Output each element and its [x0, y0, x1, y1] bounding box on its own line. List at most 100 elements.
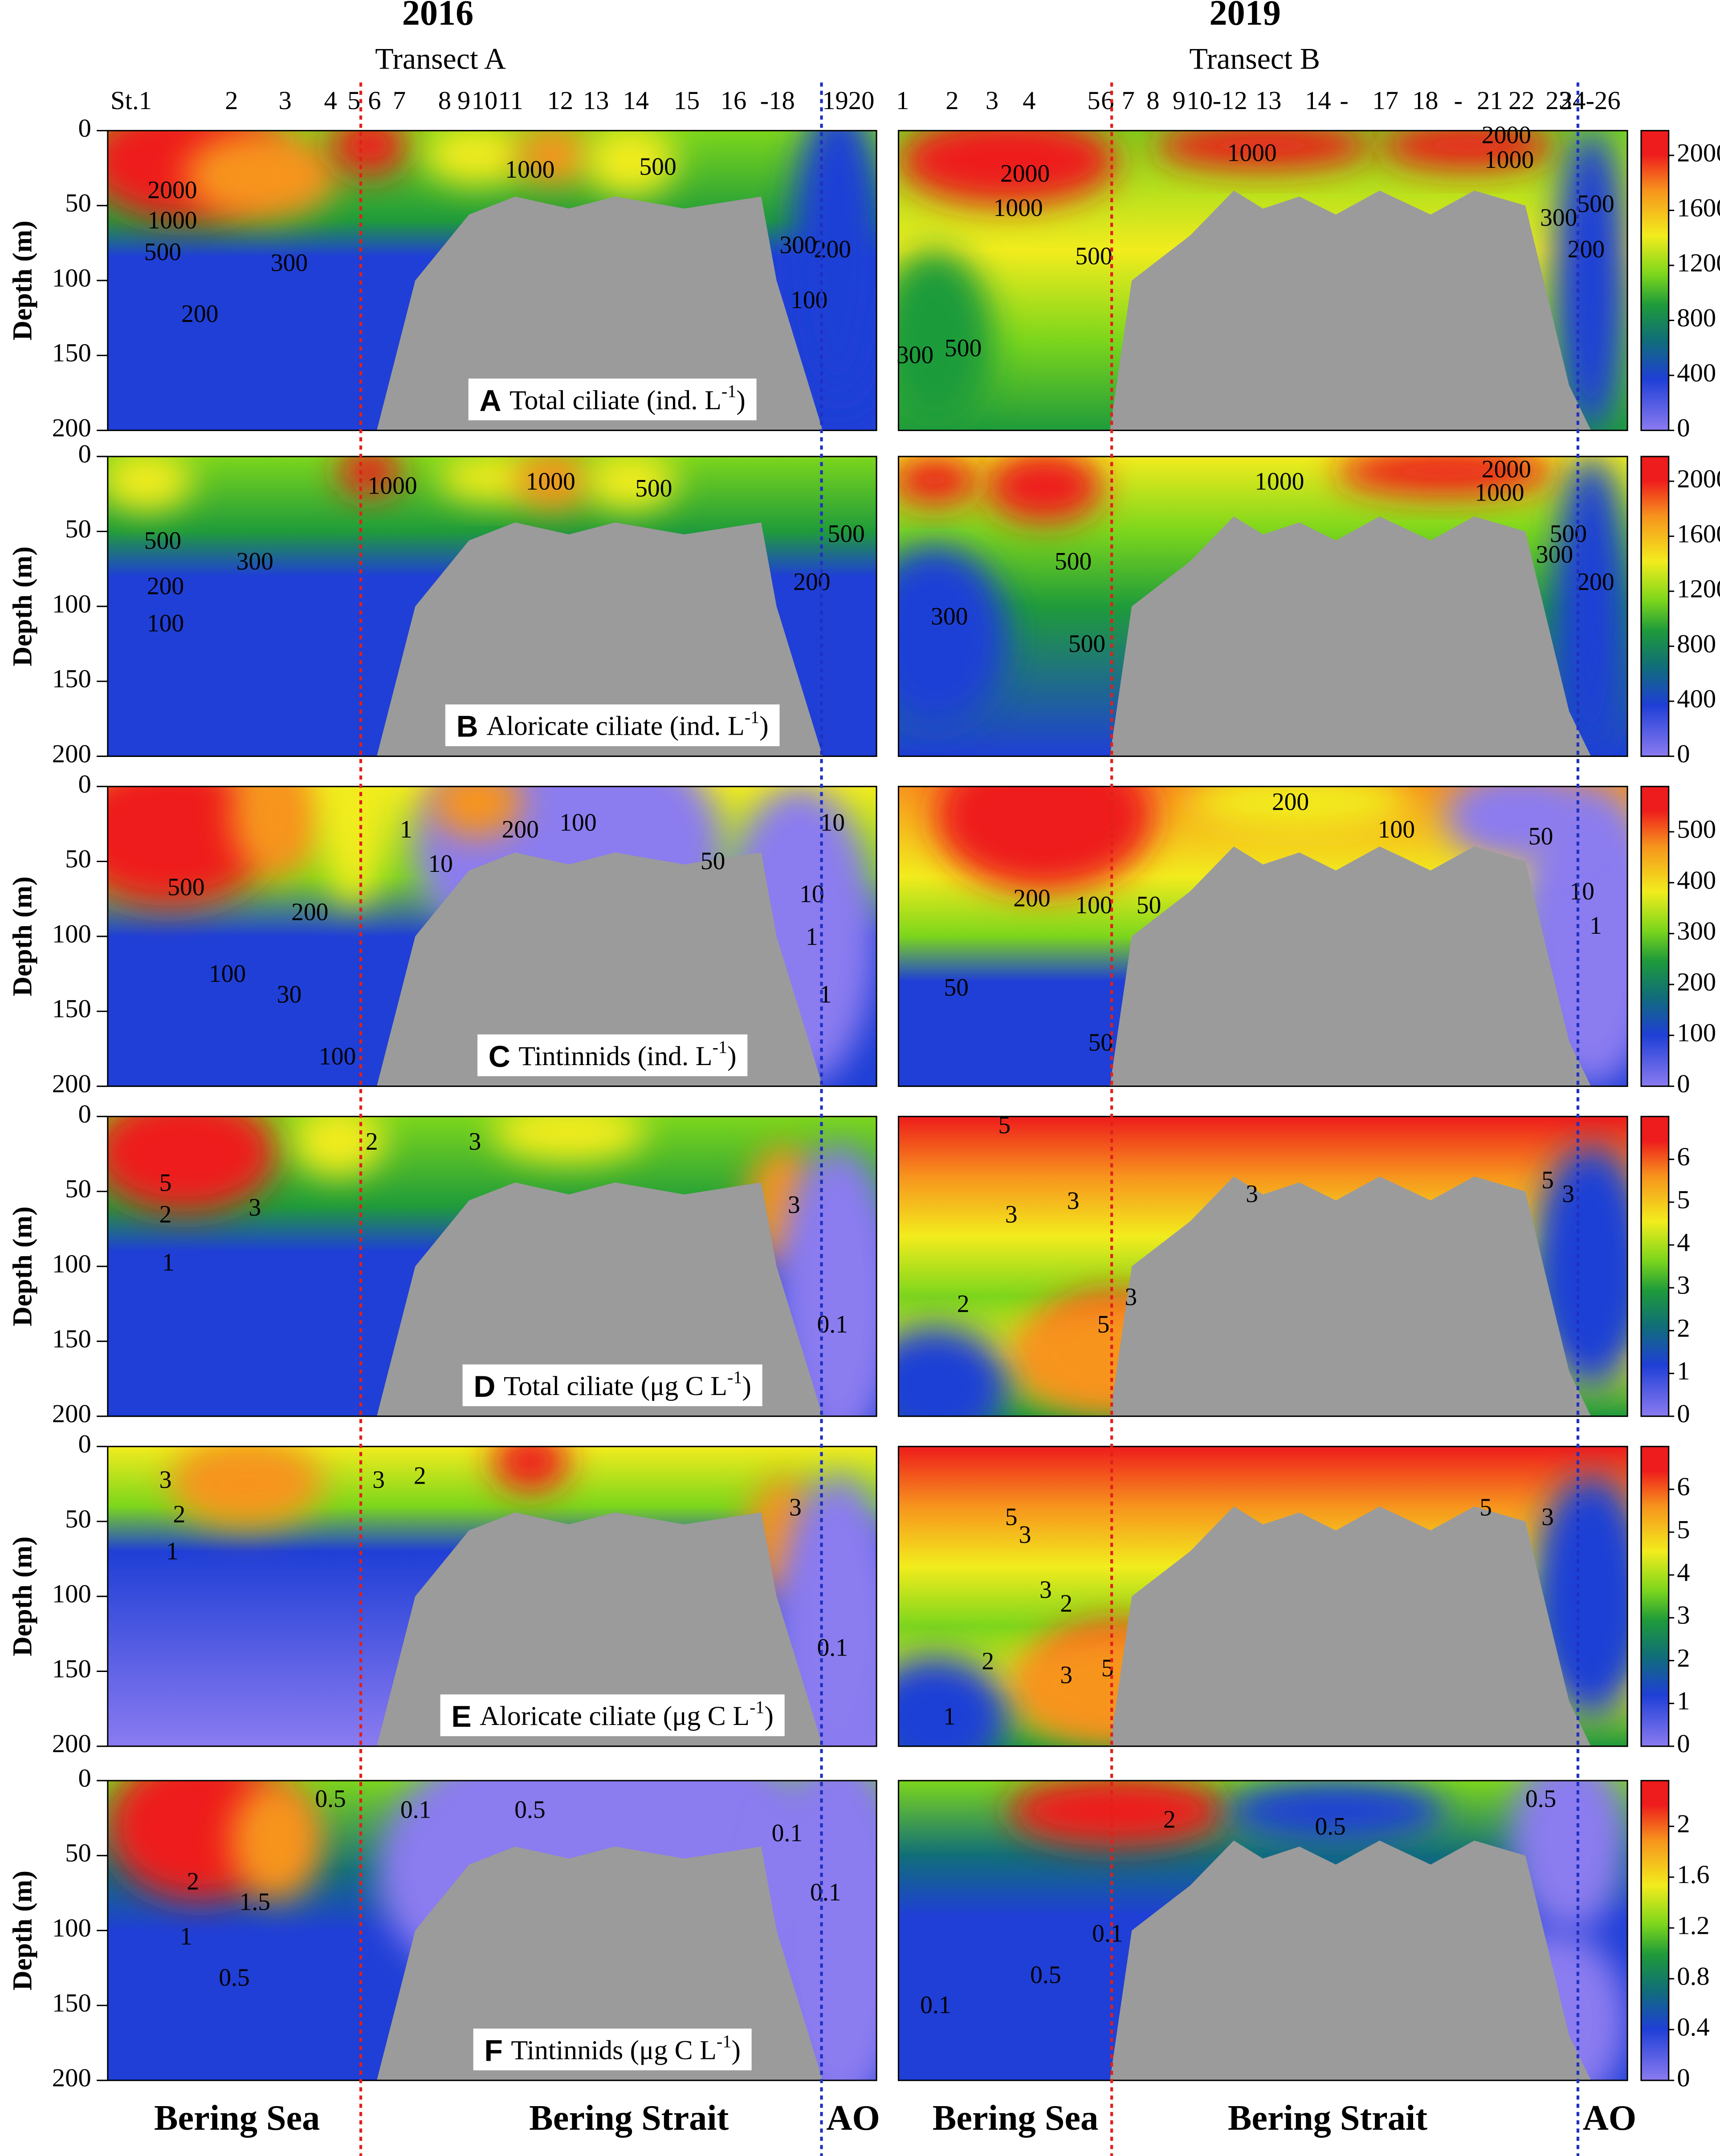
panel-title-end: )	[764, 1701, 774, 1731]
y-tick-label: 50	[65, 514, 91, 543]
contour-label: 10	[799, 880, 824, 908]
station-label: 14	[623, 86, 649, 115]
y-tick-label: 200	[52, 1729, 91, 1758]
station-label: 20	[848, 86, 875, 115]
y-tick-label: 150	[52, 1988, 91, 2017]
field-blob	[1153, 130, 1373, 170]
contour-label: 2	[173, 1501, 186, 1528]
y-tick-label: 100	[52, 919, 91, 948]
station-label: 13	[583, 86, 609, 115]
colorbar-tick-label: 2	[1677, 1314, 1690, 1342]
panel-frame	[897, 785, 1628, 1087]
seafloor	[1110, 516, 1591, 757]
colorbar-tick-label: 0	[1677, 739, 1690, 768]
contour-label: 100	[1075, 891, 1112, 919]
station-label: 11	[498, 86, 523, 115]
field-blob	[584, 456, 677, 511]
colorbar-tick-label: 1.6	[1677, 1860, 1709, 1889]
panel-title-text: Aloricate ciliate (μg C L	[480, 1701, 750, 1731]
contour-label: 3	[159, 1466, 172, 1494]
y-tick-label: 50	[65, 844, 91, 873]
contour-label: 1000	[147, 207, 197, 234]
y-tick-label: 50	[65, 1504, 91, 1533]
panel-letter: D	[473, 1370, 495, 1403]
colorbar-tick-label: 5	[1677, 1185, 1690, 1214]
colorbar-tick-label: 3	[1677, 1271, 1690, 1300]
field-blob	[107, 1116, 277, 1212]
station-label: -12	[1213, 86, 1247, 115]
colorbar-tick-label: 300	[1677, 916, 1716, 945]
colorbar-tick-label: 800	[1677, 629, 1716, 658]
y-tick-label: 100	[52, 1249, 91, 1278]
year-heading: 2019	[1209, 0, 1281, 33]
contour-label: 50	[701, 847, 725, 875]
contour-label: 200	[814, 236, 851, 263]
contour-label: 3	[1246, 1180, 1258, 1208]
contour-label: 1.5	[240, 1888, 270, 1916]
contour-label: 100	[559, 809, 596, 837]
contour-label: 3	[1039, 1576, 1052, 1604]
contour-label: 5	[1005, 1503, 1018, 1531]
contour-label: 2000	[1482, 456, 1531, 483]
contour-label: 500	[167, 874, 204, 901]
panel-title-box	[477, 1034, 748, 1076]
station-label: 5	[1087, 86, 1100, 115]
y-tick-label: 200	[52, 1069, 91, 1098]
y-tick-label: 100	[52, 263, 91, 292]
y-axis-label: Depth (m)	[8, 876, 38, 996]
contour-label: 3	[1019, 1521, 1031, 1549]
colorbar-tick-label: 1600	[1677, 193, 1720, 222]
station-label: 19	[822, 86, 848, 115]
contour-label: 200	[1272, 788, 1309, 816]
contour-label: 3	[789, 1493, 802, 1521]
colorbar-tick-label: 100	[1677, 1018, 1716, 1047]
field-blob	[492, 1446, 569, 1492]
colorbar-tick-label: 5	[1677, 1515, 1690, 1544]
contour-label: 10	[820, 809, 845, 837]
colorbar-tick-label: 200	[1677, 967, 1716, 996]
colorbar-tick-label: 2000	[1677, 138, 1720, 167]
contour-label: 2	[159, 1201, 172, 1229]
y-tick-label: 50	[65, 1174, 91, 1203]
contour-label: 50	[1088, 1029, 1113, 1057]
field-blob	[1336, 456, 1555, 496]
y-tick-label: 0	[78, 439, 91, 468]
contour-label: 3	[1541, 1503, 1554, 1531]
contour-label: 1000	[526, 468, 575, 496]
contour-label: 1000	[1255, 468, 1304, 496]
contour-field	[898, 1116, 1628, 1416]
colorbar	[1640, 1780, 1670, 2081]
contour-field	[898, 1446, 1628, 1746]
contour-label: 1	[400, 816, 412, 843]
panel-letter: E	[451, 1700, 471, 1733]
y-tick-label: 50	[65, 1839, 91, 1867]
field-blob	[1226, 1780, 1445, 1841]
y-tick-label: 150	[52, 338, 91, 367]
contour-label: 500	[144, 238, 181, 266]
field-blob	[430, 786, 523, 838]
colorbar-tick-label: 2	[1677, 1643, 1690, 1672]
colorbar	[1640, 1446, 1670, 1747]
station-label: 10	[472, 86, 498, 115]
y-tick-label: 200	[52, 1399, 91, 1428]
field-blob	[584, 130, 677, 197]
contour-label: 0.1	[817, 1634, 848, 1661]
field-blob	[792, 130, 877, 401]
colorbar	[1640, 130, 1670, 431]
field-blob	[1554, 130, 1628, 431]
station-label: 1	[896, 86, 909, 115]
y-tick-label: 150	[52, 664, 91, 693]
colorbar-tick-label: 2	[1677, 1809, 1690, 1838]
colorbar	[1640, 1115, 1670, 1417]
field-blob	[323, 786, 385, 907]
contour-label: 2	[414, 1462, 426, 1489]
contour-label: 300	[931, 602, 968, 630]
contour-label: 500	[1577, 190, 1614, 218]
seafloor	[1110, 1840, 1591, 2081]
contour-label: 2	[366, 1128, 378, 1155]
station-label: 9	[1173, 86, 1186, 115]
panel-letter: A	[479, 384, 501, 418]
panel-frame	[897, 130, 1628, 431]
